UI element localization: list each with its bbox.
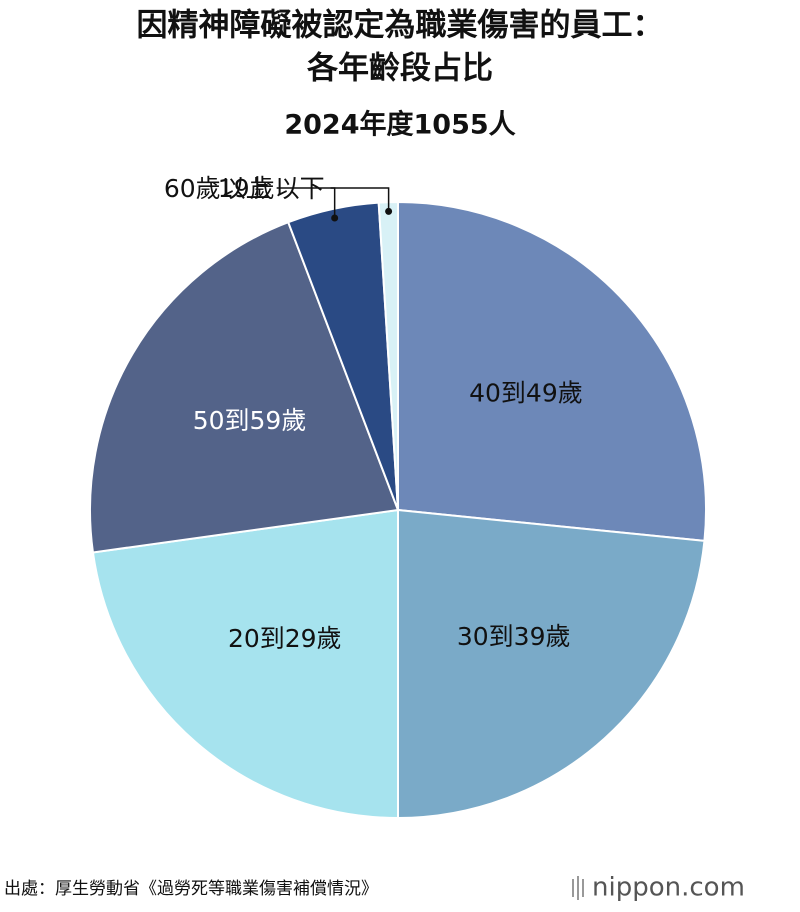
pie-slice: [89, 220, 400, 554]
source: 出處：厚生勞動省《過勞死等職業傷害補償情況》: [4, 879, 378, 899]
pie-slice: [397, 200, 707, 543]
slice-label: 50到59歲: [193, 406, 307, 435]
logo: nippon.com: [592, 873, 745, 903]
slice-label: 60歲以上: [164, 174, 271, 203]
slice-label: 19歲以下: [218, 174, 325, 203]
chart-title: 因精神障礙被認定為職業傷害的員工：: [137, 8, 664, 44]
pie-slice: [397, 508, 706, 820]
slice-label: 30到39歲: [457, 622, 571, 651]
slice-label: 20到29歲: [228, 624, 342, 653]
chart-subtitle: 2024年度1055人: [284, 109, 515, 141]
leader-line: [330, 187, 390, 212]
pie-slice: [91, 508, 399, 820]
logo-bars: [572, 876, 584, 900]
slice-label: 40到49歲: [469, 378, 583, 407]
chart-title: 各年齡段占比: [306, 51, 493, 87]
